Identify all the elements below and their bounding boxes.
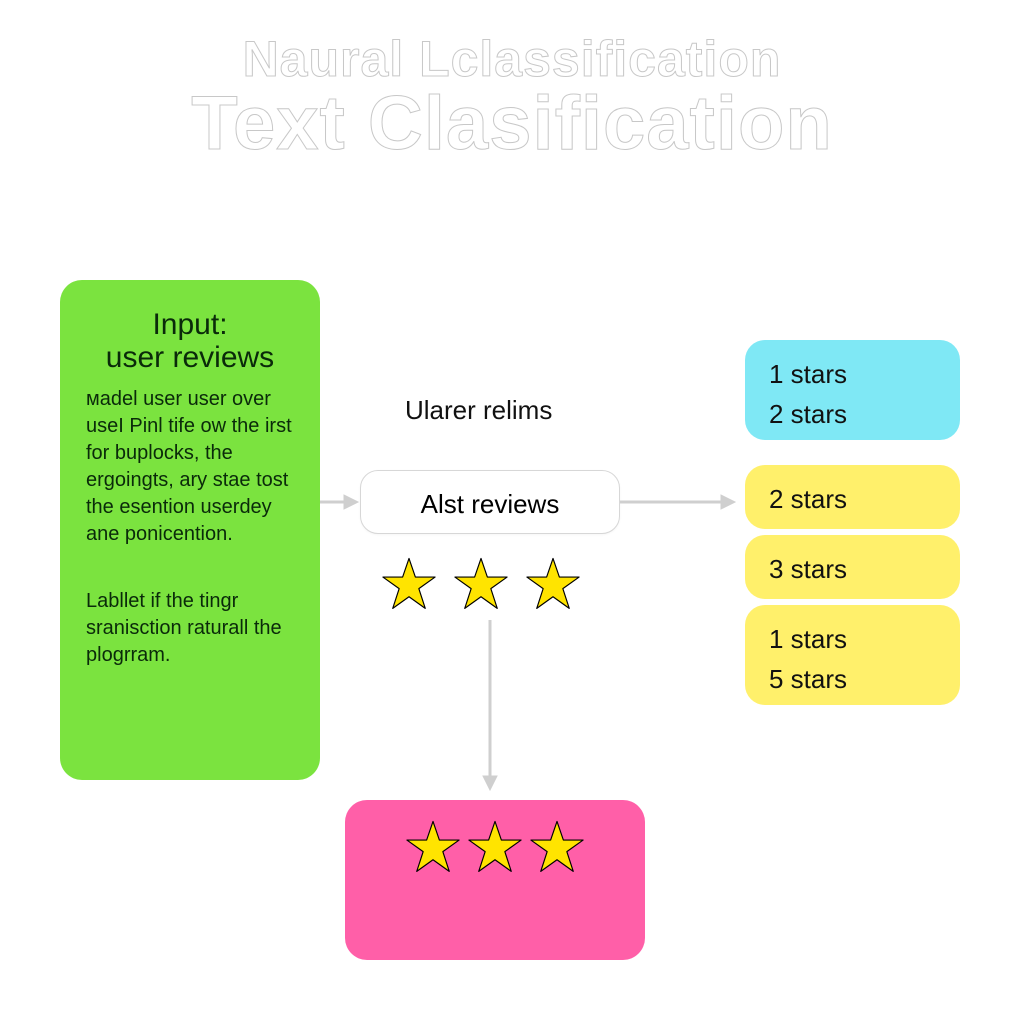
input-header: Input: user reviews xyxy=(86,308,294,374)
label-line: 2 stars xyxy=(769,394,936,434)
label-line: 1 stars xyxy=(769,619,936,659)
label-box-2: 2 stars xyxy=(745,465,960,529)
center-box: Alst reviews xyxy=(360,470,620,534)
label-box-4: 1 stars5 stars xyxy=(745,605,960,705)
label-box-3: 3 stars xyxy=(745,535,960,599)
center-stars xyxy=(380,555,582,613)
result-box xyxy=(345,800,645,960)
input-body-1: мadel user user over useI Pinl tife ow t… xyxy=(86,386,294,548)
label-box-1: 1 stars2 stars xyxy=(745,340,960,440)
label-line: 2 stars xyxy=(769,479,936,519)
title-line-2: Text Clasification xyxy=(0,80,1024,167)
input-body-2: Labllet if the tingr sranisction ratural… xyxy=(86,588,294,669)
label-line: 5 stars xyxy=(769,659,936,699)
label-line: 3 stars xyxy=(769,549,936,589)
result-stars xyxy=(404,818,586,876)
label-line: 1 stars xyxy=(769,354,936,394)
input-box: Input: user reviews мadel user user over… xyxy=(60,280,320,780)
center-caption: Ularer relims xyxy=(405,395,552,426)
title-stack: Naural Lclassification Text Clasificatio… xyxy=(0,30,1024,167)
